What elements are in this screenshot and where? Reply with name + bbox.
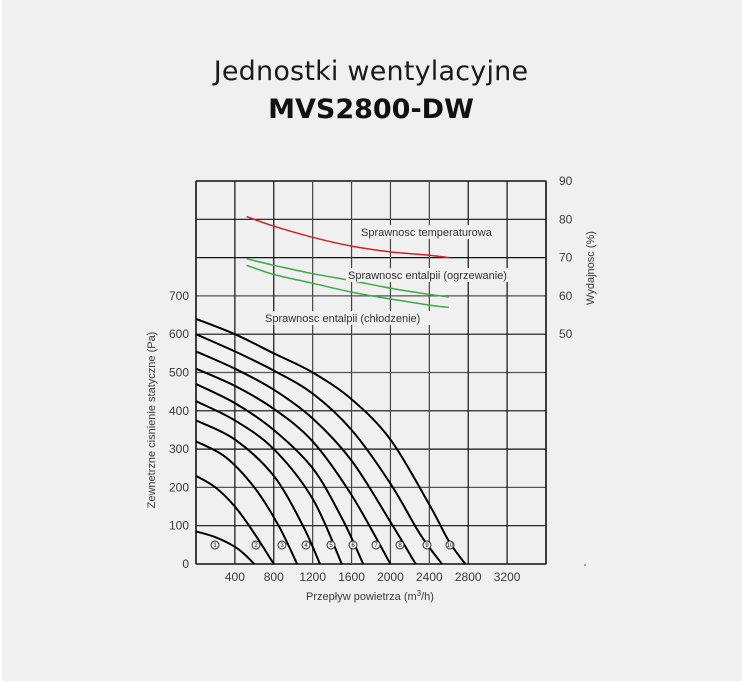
y2-tick-label: 80 [559, 212, 573, 226]
y-axis-title: Zewnetrzne cisnienie statyczne (Pa) [146, 332, 158, 509]
y-tick-label: 300 [169, 442, 189, 456]
curve-annotations: Sprawnosc temperaturowa Sprawnosc entalpi… [263, 225, 524, 325]
curve-marker-label: 10 [447, 543, 454, 549]
annotation-bg [346, 268, 524, 282]
fan-curve-4 [195, 419, 321, 565]
curve-marker-label: 4 [304, 543, 308, 549]
fan-curves [195, 317, 467, 565]
fan-curve-7 [195, 367, 392, 565]
x-tick-label: 800 [264, 570, 284, 584]
curve-marker-circle [326, 540, 336, 550]
curve-marker-label: 6 [351, 543, 355, 549]
y2-tick-label: 60 [559, 289, 573, 303]
curve-marker-circle [422, 540, 432, 550]
y2-tick-label: 90 [559, 174, 573, 188]
annotation-bg [359, 225, 492, 239]
y2-tick-label: 70 [559, 251, 573, 265]
fan-curve-3 [195, 440, 299, 565]
chart-title: Jednostki wentylacyjne [213, 56, 529, 87]
fan-curve-2 [195, 475, 275, 565]
x-tick-label: 3200 [494, 570, 521, 584]
fan-curve-8 [195, 350, 417, 565]
curve-marker-circle [445, 540, 455, 550]
y-tick-label: 500 [169, 366, 189, 380]
y-tick-label: 0 [182, 557, 189, 571]
curve-marker-label: 5 [329, 543, 333, 549]
y-tick-label: 600 [169, 327, 189, 341]
fan-curve-6 [195, 383, 365, 565]
x-tick-label: 400 [225, 570, 245, 584]
y-tick-label: 200 [169, 480, 189, 494]
y-axis-ticks: 0 100 200 300 400 500 600 700 [169, 289, 189, 571]
curve-marker-circle [251, 540, 261, 550]
x-tick-label: 2000 [377, 570, 404, 584]
curve-label: Sprawnosc entalpii (ogrzewanie) [348, 270, 507, 282]
y-tick-label: 700 [169, 289, 189, 303]
curve-marker-label: 7 [374, 543, 378, 549]
curve-marker-circle [348, 540, 358, 550]
fan-curve-10 [195, 317, 467, 565]
stray-dot [584, 564, 586, 566]
y2-tick-label: 50 [559, 327, 573, 341]
x-tick-label: 2400 [416, 570, 443, 584]
x-tick-label: 1200 [299, 570, 326, 584]
efficiency-curve-2 [246, 264, 449, 309]
curve-marker-label: 1 [213, 543, 217, 549]
curve-marker-label: 3 [280, 543, 284, 549]
x-axis-title: Przepływ powietrza (m3/h) [306, 589, 434, 603]
fan-curve-9 [195, 333, 443, 565]
efficiency-curve-0 [246, 215, 449, 259]
y2-axis-ticks: 90 80 70 60 50 [559, 174, 573, 341]
curve-markers: 1 2 3 4 5 6 7 8 9 10 [210, 540, 455, 550]
x-tick-label: 1600 [338, 570, 365, 584]
curve-label: Sprawnosc temperaturowa [361, 227, 493, 239]
x-axis-ticks: 400 800 1200 1600 2000 2400 2800 3200 [225, 570, 521, 584]
curve-marker-circle [301, 540, 311, 550]
curve-marker-circle [395, 540, 405, 550]
y-tick-label: 100 [169, 519, 189, 533]
y-tick-label: 400 [169, 404, 189, 418]
curve-marker-circle [277, 540, 287, 550]
curve-marker-label: 8 [398, 543, 402, 549]
curve-marker-circle [210, 540, 220, 550]
chart-model: MVS2800-DW [268, 94, 474, 125]
curve-marker-label: 2 [254, 543, 258, 549]
curve-label: Sprawnosc entalpii (chłodzenie) [265, 313, 420, 325]
fan-curve-5 [195, 400, 343, 565]
y2-axis-title: Wydajnosc (%) [585, 231, 597, 305]
curve-marker-circle [371, 540, 381, 550]
x-tick-label: 2800 [455, 570, 482, 584]
fan-curve-1 [195, 530, 256, 565]
curve-marker-label: 9 [425, 543, 429, 549]
annotation-bg [263, 311, 441, 325]
